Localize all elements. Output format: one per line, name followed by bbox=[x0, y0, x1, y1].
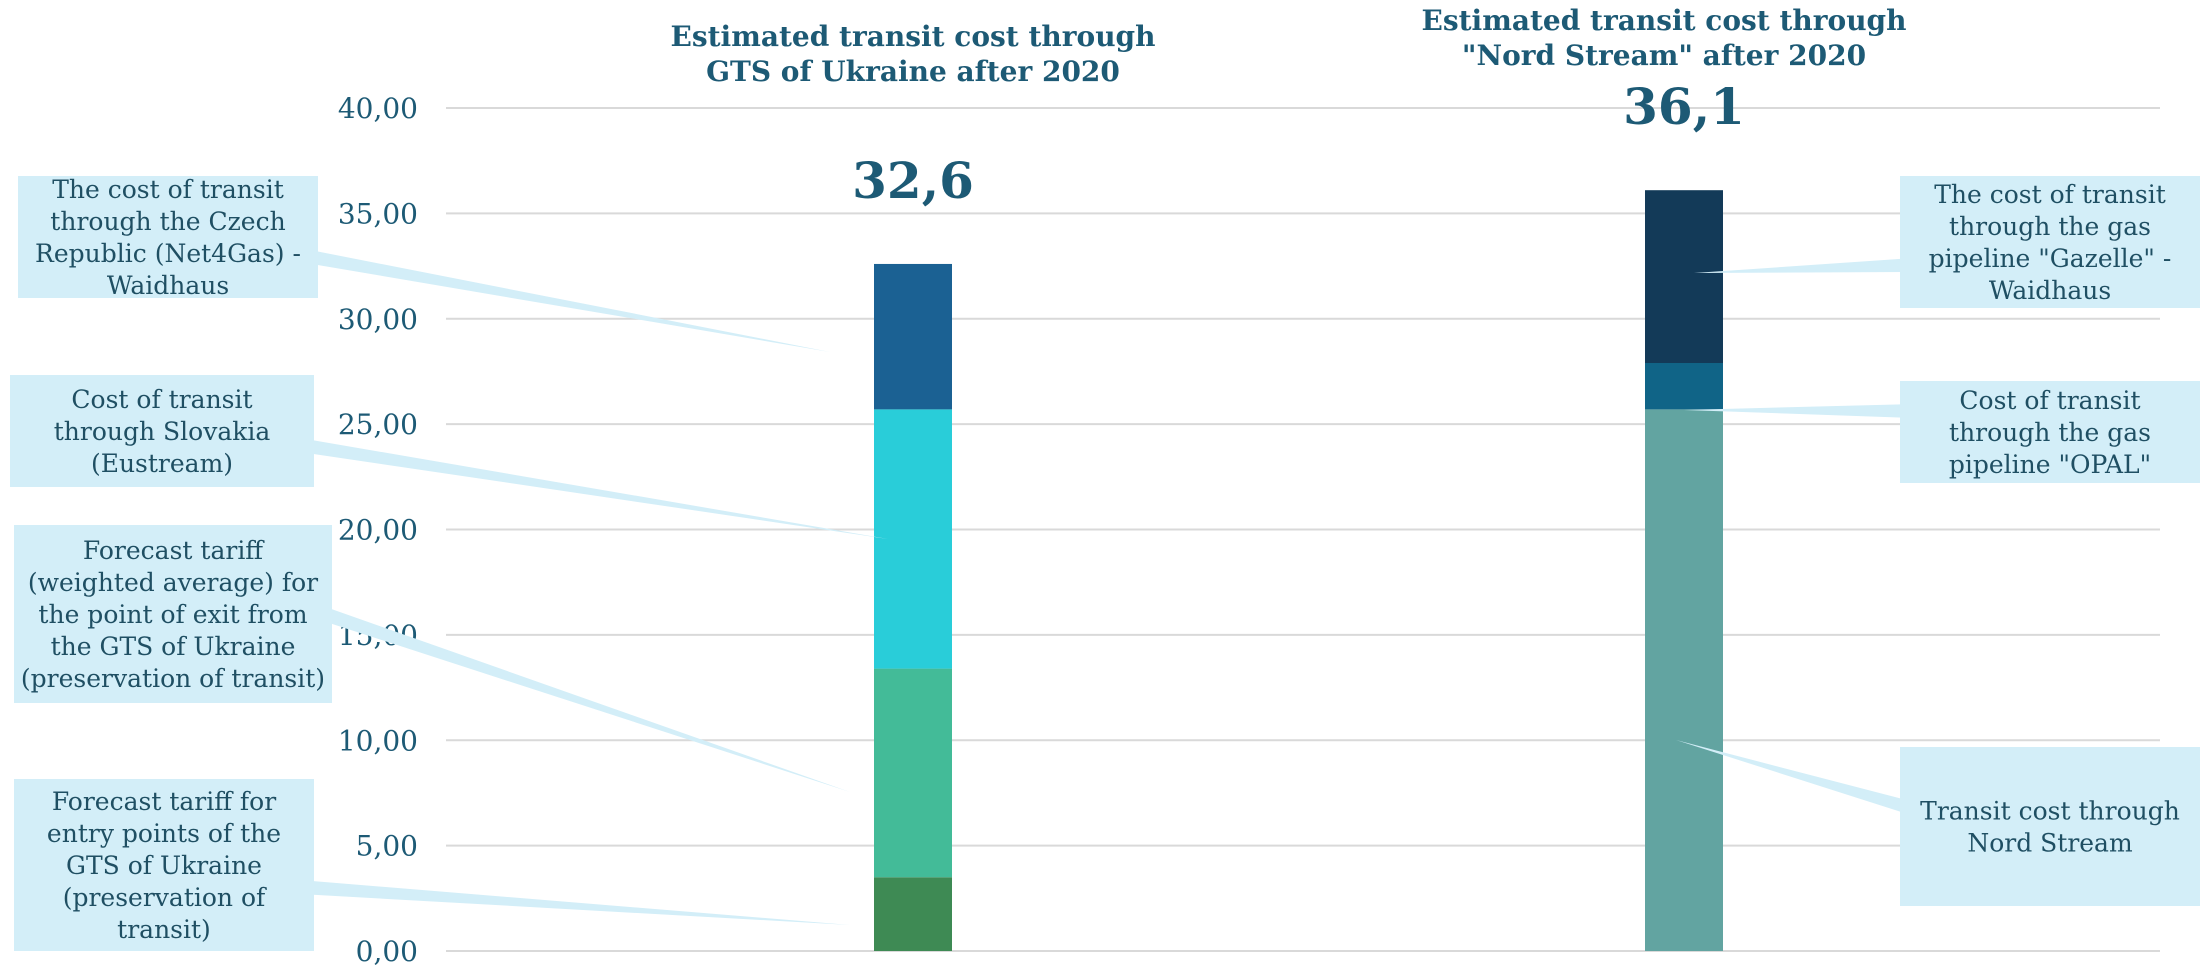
callout: Forecast tariff (weighted average) for the… bbox=[14, 525, 850, 792]
callout: Cost of transit through the gas pipeline "… bbox=[1684, 381, 2200, 483]
callout: Transit cost through Nord Stream bbox=[1676, 740, 2200, 906]
bar-segment bbox=[874, 877, 952, 951]
callout-text-line: pipeline "OPAL" bbox=[1949, 450, 2151, 479]
callout-box bbox=[1900, 381, 2200, 483]
callout-pointer bbox=[300, 248, 830, 352]
callout-text-line: Cost of transit bbox=[71, 385, 252, 414]
callout-text-line: entry points of the bbox=[47, 819, 281, 848]
callout-text-line: Forecast tariff for bbox=[52, 787, 276, 816]
bar-title-line: GTS of Ukraine after 2020 bbox=[706, 55, 1120, 88]
y-tick-label: 0,00 bbox=[356, 935, 418, 967]
callout: Forecast tariff for entry points of the GT… bbox=[14, 779, 850, 951]
y-tick-label: 20,00 bbox=[338, 514, 418, 547]
callout-text-line: GTS of Ukraine bbox=[66, 851, 262, 880]
callout-text-line: Waidhaus bbox=[1989, 276, 2111, 305]
callout-pointer bbox=[1694, 258, 1914, 273]
callout: The cost of transit through the gas pipeli… bbox=[1694, 176, 2200, 308]
callout-pointer bbox=[300, 880, 850, 925]
callout-box bbox=[14, 525, 332, 703]
callouts: The cost of transit through the Czech Repu… bbox=[10, 175, 2200, 951]
callout-text-line: the point of exit from bbox=[38, 600, 307, 629]
bar-title-line: Estimated transit cost through bbox=[1422, 4, 1907, 37]
bar-title-line: Estimated transit cost through bbox=[671, 20, 1156, 53]
y-tick-label: 5,00 bbox=[356, 830, 418, 863]
callout-text-line: Forecast tariff bbox=[83, 536, 265, 565]
callout-text-line: Nord Stream bbox=[1967, 829, 2133, 858]
callout-text-line: through the gas bbox=[1949, 212, 2151, 241]
callout-box bbox=[18, 176, 318, 298]
bar-segment bbox=[874, 263, 952, 410]
callout-box bbox=[1900, 176, 2200, 308]
y-tick-label: 30,00 bbox=[338, 303, 418, 336]
y-tick-label: 10,00 bbox=[338, 724, 418, 757]
callout-text-line: the GTS of Ukraine bbox=[51, 632, 296, 661]
callout-text-line: Cost of transit bbox=[1959, 386, 2140, 415]
callout-text-line: pipeline "Gazelle" - bbox=[1929, 244, 2172, 273]
callout-box bbox=[14, 779, 314, 951]
y-tick-label: 35,00 bbox=[338, 197, 418, 230]
bar-segment bbox=[1645, 190, 1723, 364]
bar-segment bbox=[1645, 363, 1723, 410]
bar-segment bbox=[1645, 409, 1723, 951]
bar-total-label: 32,6 bbox=[852, 151, 974, 210]
y-tick-label: 25,00 bbox=[338, 408, 418, 441]
gridlines bbox=[446, 107, 2160, 952]
callout-pointer bbox=[300, 438, 888, 539]
callout: The cost of transit through the Czech Repu… bbox=[18, 175, 830, 352]
callout-pointer bbox=[1676, 740, 1914, 816]
callout-text-line: transit) bbox=[117, 915, 211, 944]
callout-text-line: through Slovakia bbox=[54, 417, 271, 446]
callout-pointer bbox=[320, 605, 850, 792]
callout-text-line: (preservation of transit) bbox=[21, 664, 325, 693]
bars: 32,6 36,1 bbox=[852, 77, 1745, 951]
callout-text-line: Transit cost through bbox=[1920, 797, 2180, 826]
y-tick-label: 40,00 bbox=[338, 92, 418, 125]
bar-title-line: "Nord Stream" after 2020 bbox=[1462, 39, 1866, 72]
bar-segment bbox=[874, 409, 952, 669]
callout-text-line: (Eustream) bbox=[91, 449, 233, 478]
callout-text-line: through the gas bbox=[1949, 418, 2151, 447]
callout-text-line: through the Czech bbox=[50, 207, 285, 236]
bar-segment bbox=[874, 668, 952, 878]
callout-text-line: Waidhaus bbox=[107, 271, 229, 300]
callout-box bbox=[10, 375, 314, 487]
callout-text-line: (preservation of bbox=[63, 883, 267, 912]
callout-text-line: The cost of transit bbox=[52, 175, 284, 204]
bar-total-label: 36,1 bbox=[1623, 77, 1745, 136]
callout-text-line: The cost of transit bbox=[1934, 180, 2166, 209]
callout-text-line: (weighted average) for bbox=[28, 568, 318, 597]
callout: Cost of transit through Slovakia (Eustream… bbox=[10, 375, 888, 539]
callout-box bbox=[1900, 747, 2200, 906]
y-axis: 0,005,0010,0015,0020,0025,0030,0035,0040… bbox=[338, 92, 418, 967]
callout-text-line: Republic (Net4Gas) - bbox=[35, 239, 301, 268]
callout-pointer bbox=[1684, 404, 1914, 418]
